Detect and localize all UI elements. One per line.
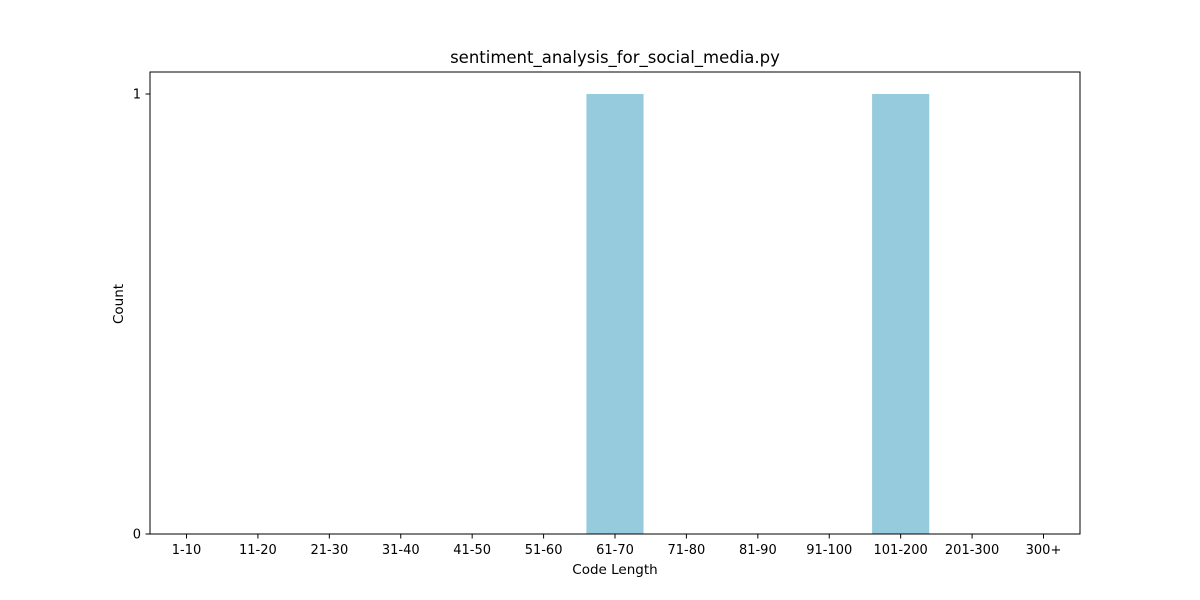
x-tick-label: 71-80 [668, 543, 706, 558]
bar-101-200 [872, 94, 930, 534]
x-tick-label: 61-70 [596, 543, 634, 558]
bars-layer [586, 94, 930, 534]
x-tick-label: 11-20 [239, 543, 277, 558]
x-tick-label: 91-100 [806, 543, 852, 558]
x-axis-label: Code Length [572, 562, 657, 578]
y-ticks: 01 [133, 88, 150, 543]
x-tick-label: 300+ [1026, 543, 1062, 558]
plot-frame [149, 71, 1081, 535]
x-ticks: 1-10 11-20 21-30 31-40 41-50 51-60 61-70 71-80 8… [172, 534, 1062, 558]
x-tick-label: 81-90 [739, 543, 777, 558]
x-tick-label: 31-40 [382, 543, 420, 558]
x-tick-label: 201-300 [945, 543, 999, 558]
x-tick-label: 41-50 [453, 543, 491, 558]
x-tick-label: 21-30 [310, 543, 348, 558]
x-tick-label: 101-200 [874, 543, 928, 558]
bar-61-70 [586, 94, 644, 534]
x-tick-label: 1-10 [172, 543, 202, 558]
y-tick-label: 0 [133, 528, 141, 543]
y-tick-label: 1 [133, 88, 141, 103]
x-tick-label: 51-60 [525, 543, 563, 558]
chart-title: sentiment_analysis_for_social_media.py [450, 48, 780, 68]
y-axis-label: Count [111, 284, 127, 324]
